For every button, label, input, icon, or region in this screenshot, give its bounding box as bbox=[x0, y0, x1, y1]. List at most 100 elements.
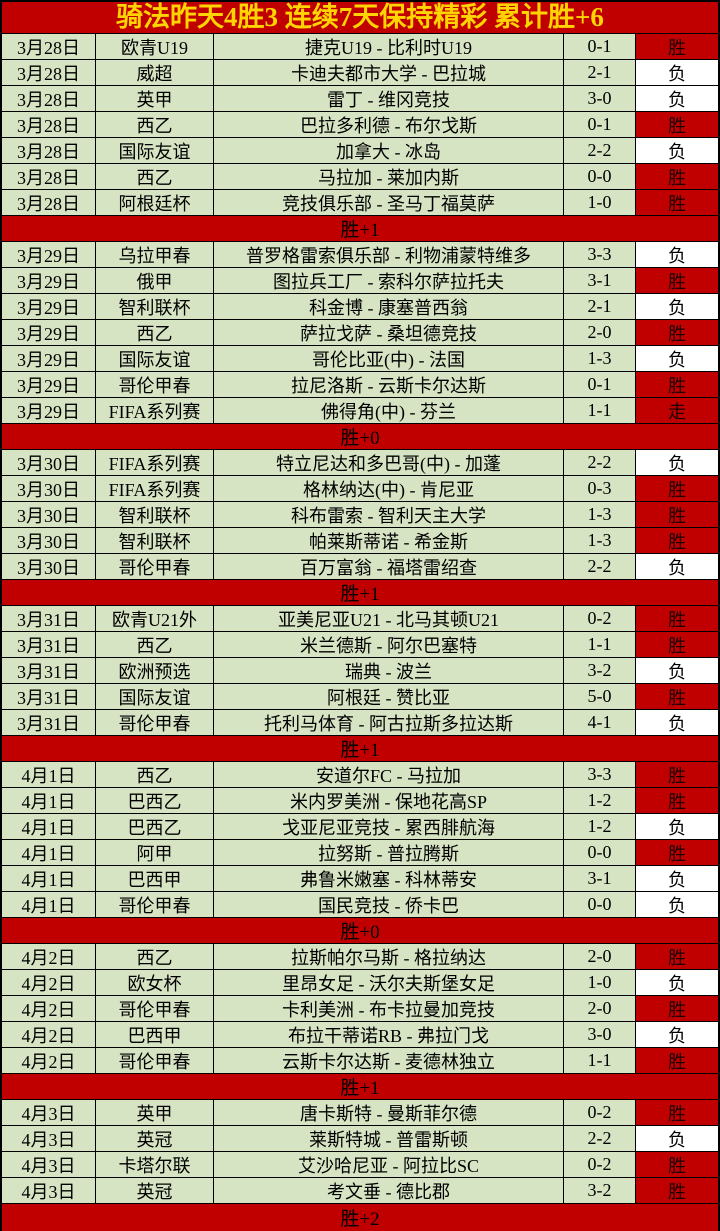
league-cell: FIFA系列赛 bbox=[96, 450, 214, 475]
date-cell: 3月29日 bbox=[2, 294, 96, 319]
match-cell: 帕莱斯蒂诺 - 希金斯 bbox=[214, 528, 564, 553]
date-cell: 3月29日 bbox=[2, 398, 96, 423]
date-cell: 4月1日 bbox=[2, 788, 96, 813]
date-cell: 4月1日 bbox=[2, 892, 96, 917]
match-cell: 加拿大 - 冰岛 bbox=[214, 138, 564, 163]
match-cell: 萨拉戈萨 - 桑坦德竞技 bbox=[214, 320, 564, 345]
league-cell: 欧青U21外 bbox=[96, 606, 214, 631]
match-cell: 布拉干蒂诺RB - 弗拉门戈 bbox=[214, 1022, 564, 1047]
match-row: 3月28日 英甲 雷丁 - 维冈竞技 3-0 负 bbox=[2, 86, 718, 112]
score-cell: 3-1 bbox=[564, 268, 636, 293]
result-cell: 胜 bbox=[636, 320, 718, 345]
result-cell: 胜 bbox=[636, 632, 718, 657]
league-cell: 国际友谊 bbox=[96, 138, 214, 163]
league-cell: 国际友谊 bbox=[96, 346, 214, 371]
date-cell: 4月1日 bbox=[2, 840, 96, 865]
score-cell: 2-2 bbox=[564, 450, 636, 475]
page-title: 骑法昨天4胜3 连续7天保持精彩 累计胜+6 bbox=[2, 2, 718, 34]
date-cell: 3月28日 bbox=[2, 112, 96, 137]
date-cell: 3月28日 bbox=[2, 86, 96, 111]
match-row: 4月2日 巴西甲 布拉干蒂诺RB - 弗拉门戈 3-0 负 bbox=[2, 1022, 718, 1048]
match-cell: 捷克U19 - 比利时U19 bbox=[214, 34, 564, 59]
result-cell: 负 bbox=[636, 294, 718, 319]
match-cell: 莱斯特城 - 普雷斯顿 bbox=[214, 1126, 564, 1151]
match-row: 4月1日 哥伦甲春 国民竞技 - 侨卡巴 0-0 负 bbox=[2, 892, 718, 918]
result-cell: 负 bbox=[636, 814, 718, 839]
match-row: 3月31日 欧青U21外 亚美尼亚U21 - 北马其顿U21 0-2 胜 bbox=[2, 606, 718, 632]
match-row: 4月3日 英冠 考文垂 - 德比郡 3-2 胜 bbox=[2, 1178, 718, 1204]
league-cell: 巴西乙 bbox=[96, 788, 214, 813]
date-cell: 3月31日 bbox=[2, 606, 96, 631]
date-cell: 3月29日 bbox=[2, 320, 96, 345]
match-cell: 马拉加 - 莱加内斯 bbox=[214, 164, 564, 189]
match-cell: 弗鲁米嫩塞 - 科林蒂安 bbox=[214, 866, 564, 891]
league-cell: 国际友谊 bbox=[96, 684, 214, 709]
match-row: 3月29日 俄甲 图拉兵工厂 - 索科尔萨拉托夫 3-1 胜 bbox=[2, 268, 718, 294]
group-summary-row: 胜+0 bbox=[2, 424, 718, 450]
league-cell: FIFA系列赛 bbox=[96, 476, 214, 501]
result-cell: 胜 bbox=[636, 788, 718, 813]
league-cell: 欧女杯 bbox=[96, 970, 214, 995]
match-cell: 云斯卡尔达斯 - 麦德林独立 bbox=[214, 1048, 564, 1073]
league-cell: 智利联杯 bbox=[96, 294, 214, 319]
league-cell: 巴西甲 bbox=[96, 866, 214, 891]
date-cell: 3月30日 bbox=[2, 502, 96, 527]
group-summary-row: 胜+1 bbox=[2, 736, 718, 762]
result-cell: 胜 bbox=[636, 372, 718, 397]
score-cell: 0-3 bbox=[564, 476, 636, 501]
match-cell: 考文垂 - 德比郡 bbox=[214, 1178, 564, 1203]
score-cell: 0-1 bbox=[564, 34, 636, 59]
score-cell: 2-0 bbox=[564, 320, 636, 345]
result-cell: 胜 bbox=[636, 1048, 718, 1073]
result-cell: 胜 bbox=[636, 684, 718, 709]
match-row: 4月1日 巴西甲 弗鲁米嫩塞 - 科林蒂安 3-1 负 bbox=[2, 866, 718, 892]
date-cell: 4月3日 bbox=[2, 1152, 96, 1177]
league-cell: 智利联杯 bbox=[96, 502, 214, 527]
match-row: 3月29日 国际友谊 哥伦比亚(中) - 法国 1-3 负 bbox=[2, 346, 718, 372]
match-cell: 国民竞技 - 侨卡巴 bbox=[214, 892, 564, 917]
score-cell: 1-2 bbox=[564, 788, 636, 813]
match-cell: 戈亚尼亚竞技 - 累西腓航海 bbox=[214, 814, 564, 839]
match-row: 3月31日 西乙 米兰德斯 - 阿尔巴塞特 1-1 胜 bbox=[2, 632, 718, 658]
league-cell: 哥伦甲春 bbox=[96, 996, 214, 1021]
league-cell: 西乙 bbox=[96, 944, 214, 969]
result-cell: 负 bbox=[636, 242, 718, 267]
score-cell: 5-0 bbox=[564, 684, 636, 709]
league-cell: 威超 bbox=[96, 60, 214, 85]
match-row: 3月31日 国际友谊 阿根廷 - 赞比亚 5-0 胜 bbox=[2, 684, 718, 710]
match-cell: 米兰德斯 - 阿尔巴塞特 bbox=[214, 632, 564, 657]
date-cell: 3月31日 bbox=[2, 632, 96, 657]
match-cell: 哥伦比亚(中) - 法国 bbox=[214, 346, 564, 371]
league-cell: 哥伦甲春 bbox=[96, 554, 214, 579]
match-cell: 雷丁 - 维冈竞技 bbox=[214, 86, 564, 111]
match-cell: 唐卡斯特 - 曼斯菲尔德 bbox=[214, 1100, 564, 1125]
league-cell: 巴西甲 bbox=[96, 1022, 214, 1047]
match-row: 4月1日 巴西乙 米内罗美洲 - 保地花高SP 1-2 胜 bbox=[2, 788, 718, 814]
group-summary-row: 胜+1 bbox=[2, 216, 718, 242]
score-cell: 2-0 bbox=[564, 944, 636, 969]
match-row: 3月28日 西乙 巴拉多利德 - 布尔戈斯 0-1 胜 bbox=[2, 112, 718, 138]
result-cell: 负 bbox=[636, 710, 718, 735]
league-cell: 英甲 bbox=[96, 86, 214, 111]
league-cell: 哥伦甲春 bbox=[96, 1048, 214, 1073]
score-cell: 4-1 bbox=[564, 710, 636, 735]
date-cell: 3月28日 bbox=[2, 164, 96, 189]
score-cell: 1-3 bbox=[564, 528, 636, 553]
result-cell: 负 bbox=[636, 138, 718, 163]
score-cell: 0-0 bbox=[564, 164, 636, 189]
score-cell: 3-3 bbox=[564, 242, 636, 267]
league-cell: 西乙 bbox=[96, 320, 214, 345]
result-cell: 胜 bbox=[636, 164, 718, 189]
result-cell: 胜 bbox=[636, 34, 718, 59]
match-row: 3月31日 哥伦甲春 托利马体育 - 阿古拉斯多拉达斯 4-1 负 bbox=[2, 710, 718, 736]
match-row: 4月2日 哥伦甲春 云斯卡尔达斯 - 麦德林独立 1-1 胜 bbox=[2, 1048, 718, 1074]
match-row: 3月30日 哥伦甲春 百万富翁 - 福塔雷绍查 2-2 负 bbox=[2, 554, 718, 580]
result-cell: 胜 bbox=[636, 112, 718, 137]
date-cell: 3月30日 bbox=[2, 450, 96, 475]
date-cell: 3月28日 bbox=[2, 138, 96, 163]
result-cell: 胜 bbox=[636, 1100, 718, 1125]
result-cell: 负 bbox=[636, 892, 718, 917]
result-cell: 负 bbox=[636, 1022, 718, 1047]
match-cell: 特立尼达和多巴哥(中) - 加蓬 bbox=[214, 450, 564, 475]
date-cell: 4月3日 bbox=[2, 1126, 96, 1151]
